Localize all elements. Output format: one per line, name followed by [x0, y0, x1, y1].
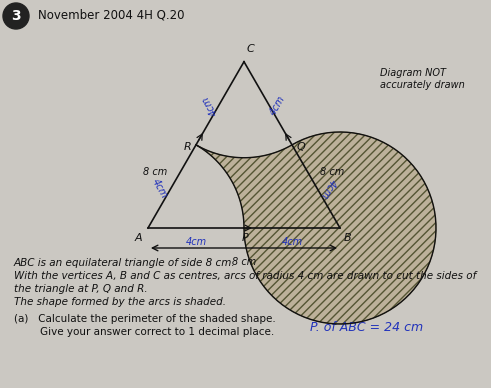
Text: 4cm: 4cm [318, 177, 338, 200]
Text: (a)   Calculate the perimeter of the shaded shape.: (a) Calculate the perimeter of the shade… [14, 314, 276, 324]
Text: the triangle at P, Q and R.: the triangle at P, Q and R. [14, 284, 148, 294]
Text: Give your answer correct to 1 decimal place.: Give your answer correct to 1 decimal pl… [14, 327, 274, 337]
Text: 4cm: 4cm [186, 237, 207, 247]
Text: 4cm: 4cm [200, 94, 219, 117]
Text: A: A [135, 233, 142, 243]
Text: Q: Q [297, 142, 306, 152]
Circle shape [3, 3, 29, 29]
Text: B: B [344, 233, 352, 243]
Text: accurately drawn: accurately drawn [380, 80, 465, 90]
Text: 8 cm: 8 cm [232, 257, 256, 267]
Text: P: P [242, 233, 248, 243]
Text: November 2004 4H Q.20: November 2004 4H Q.20 [38, 8, 185, 21]
Text: The shape formed by the arcs is shaded.: The shape formed by the arcs is shaded. [14, 297, 226, 307]
Text: 8 cm: 8 cm [143, 167, 167, 177]
Text: P. of ABC = 24 cm: P. of ABC = 24 cm [310, 321, 423, 334]
Text: With the vertices A, B and C as centres, arcs of radius 4 cm are drawn to cut th: With the vertices A, B and C as centres,… [14, 271, 476, 281]
Polygon shape [196, 132, 436, 324]
Text: 3: 3 [11, 9, 21, 23]
Text: 8 cm: 8 cm [321, 167, 345, 177]
Text: 4cm: 4cm [269, 94, 288, 117]
Text: ABC is an equilateral triangle of side 8 cm.: ABC is an equilateral triangle of side 8… [14, 258, 236, 268]
Text: 4cm: 4cm [281, 237, 302, 247]
Text: Diagram NOT: Diagram NOT [380, 68, 446, 78]
Text: C: C [247, 44, 255, 54]
Text: R: R [183, 142, 191, 152]
Text: 4cm: 4cm [150, 177, 169, 200]
